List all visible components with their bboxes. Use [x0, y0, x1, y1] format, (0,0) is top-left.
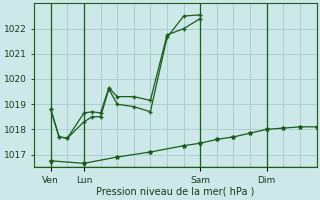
X-axis label: Pression niveau de la mer( hPa ): Pression niveau de la mer( hPa ) [96, 187, 254, 197]
